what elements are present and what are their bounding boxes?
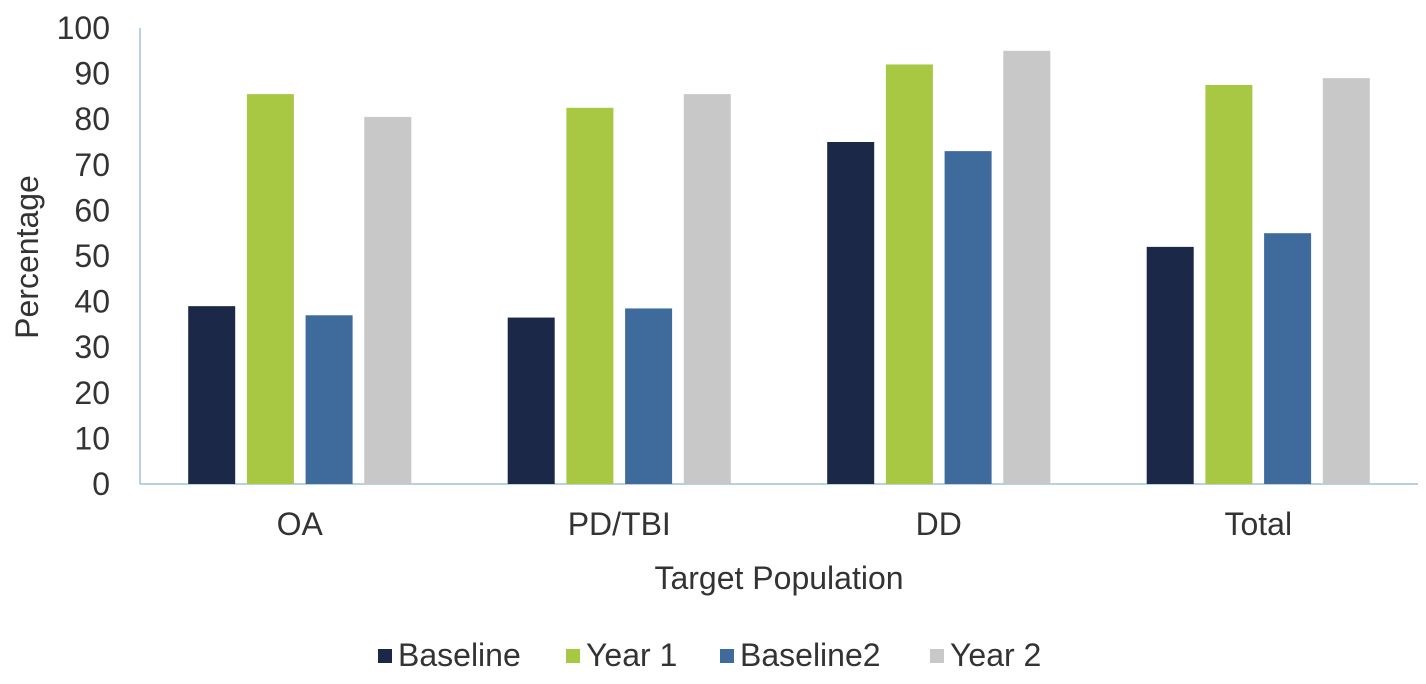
bar-year-1-total <box>1205 85 1253 484</box>
bars <box>188 50 1370 485</box>
bar-baseline2-dd <box>944 151 992 484</box>
bar-baseline2-total <box>1264 233 1312 484</box>
legend-item: Baseline <box>378 637 521 673</box>
legend-label: Year 2 <box>950 637 1041 673</box>
y-tick-label: 0 <box>92 466 110 502</box>
bar-baseline-pd-tbi <box>507 317 555 484</box>
legend-label: Baseline2 <box>740 637 881 673</box>
y-tick-label: 40 <box>74 284 110 320</box>
bar-baseline2-pd-tbi <box>625 308 673 484</box>
legend: Baseline Year 1 Baseline2 Year 2 <box>378 637 1041 673</box>
legend-swatch <box>378 649 392 663</box>
legend-item: Year 2 <box>930 637 1041 673</box>
y-tick-label: 70 <box>74 147 110 183</box>
x-tick-label: OA <box>277 506 324 542</box>
bar-baseline-dd <box>827 142 875 484</box>
y-tick-label: 100 <box>57 10 110 46</box>
legend-label: Baseline <box>398 637 521 673</box>
legend-swatch <box>930 649 944 663</box>
x-tick-label: DD <box>916 506 962 542</box>
legend-item: Baseline2 <box>720 637 881 673</box>
bar-baseline-oa <box>188 306 236 484</box>
bar-baseline-total <box>1146 246 1194 484</box>
bar-year-2-dd <box>1003 50 1051 485</box>
bar-year-2-oa <box>364 116 412 485</box>
y-tick-label: 50 <box>74 238 110 274</box>
x-axis: OA PD/TBI DD Total <box>140 483 1418 542</box>
x-tick-label: Total <box>1224 506 1292 542</box>
y-axis: 0 10 20 30 40 50 60 70 80 90 100 <box>57 10 141 502</box>
bar-year-1-dd <box>885 64 933 484</box>
y-tick-label: 30 <box>74 329 110 365</box>
y-tick-label: 20 <box>74 375 110 411</box>
bar-baseline2-oa <box>305 315 353 484</box>
y-tick-label: 60 <box>74 192 110 228</box>
y-tick-label: 90 <box>74 56 110 92</box>
bar-year-2-pd-tbi <box>683 94 731 485</box>
y-axis-title: Percentage <box>9 175 45 339</box>
x-tick-label: PD/TBI <box>568 506 671 542</box>
legend-swatch <box>566 649 580 663</box>
y-tick-label: 80 <box>74 101 110 137</box>
bar-year-2-total <box>1322 78 1370 484</box>
x-axis-title: Target Population <box>654 560 903 596</box>
y-tick-label: 10 <box>74 420 110 456</box>
legend-swatch <box>720 649 734 663</box>
bar-year-1-pd-tbi <box>566 107 614 485</box>
legend-label: Year 1 <box>586 637 677 673</box>
bar-year-1-oa <box>246 94 294 485</box>
legend-item: Year 1 <box>566 637 677 673</box>
